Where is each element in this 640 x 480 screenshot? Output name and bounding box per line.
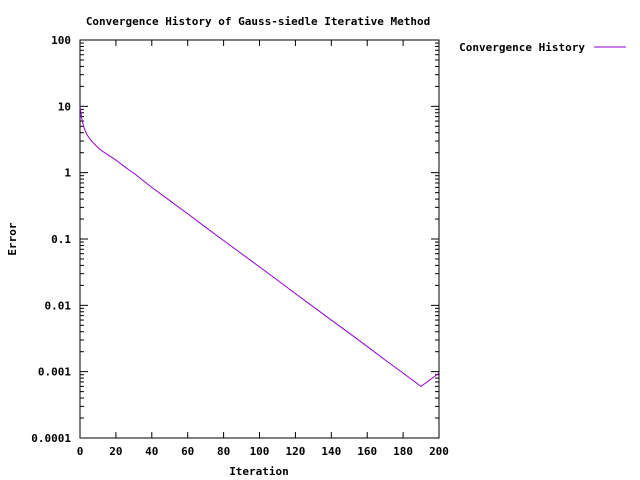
chart-title: Convergence History of Gauss-siedle Iter… <box>86 15 430 28</box>
x-tick-label: 20 <box>109 445 122 458</box>
plot-frame <box>79 39 440 439</box>
y-tick-label: 0.01 <box>45 299 72 312</box>
x-tick-label: 160 <box>357 445 377 458</box>
x-tick-label: 60 <box>181 445 194 458</box>
x-tick-label: 40 <box>145 445 158 458</box>
y-tick-label: 1 <box>64 167 71 180</box>
x-axis-label: Iteration <box>229 465 289 478</box>
x-tick-label: 180 <box>393 445 413 458</box>
x-tick-label: 80 <box>217 445 230 458</box>
series-line <box>79 106 440 388</box>
legend-entry-label: Convergence History <box>459 41 585 54</box>
x-tick-label: 140 <box>321 445 341 458</box>
legend: Convergence History <box>459 41 626 54</box>
y-axis-label: Error <box>6 222 19 255</box>
x-tick-label: 120 <box>285 445 305 458</box>
y-tick-label: 0.001 <box>38 366 71 379</box>
x-tick-label: 0 <box>77 445 84 458</box>
axis-ticks <box>79 39 440 439</box>
series-group <box>79 106 440 388</box>
x-tick-label: 100 <box>250 445 270 458</box>
y-tick-label: 0.1 <box>51 233 71 246</box>
y-tick-label: 10 <box>58 100 71 113</box>
y-tick-label: 0.0001 <box>31 432 71 445</box>
y-tick-label: 100 <box>51 34 71 47</box>
x-tick-label: 200 <box>429 445 449 458</box>
axis-tick-labels: 0 20 40 60 80 100 120 140 160 180 200 0.0001 0.001 0.… <box>31 34 449 458</box>
